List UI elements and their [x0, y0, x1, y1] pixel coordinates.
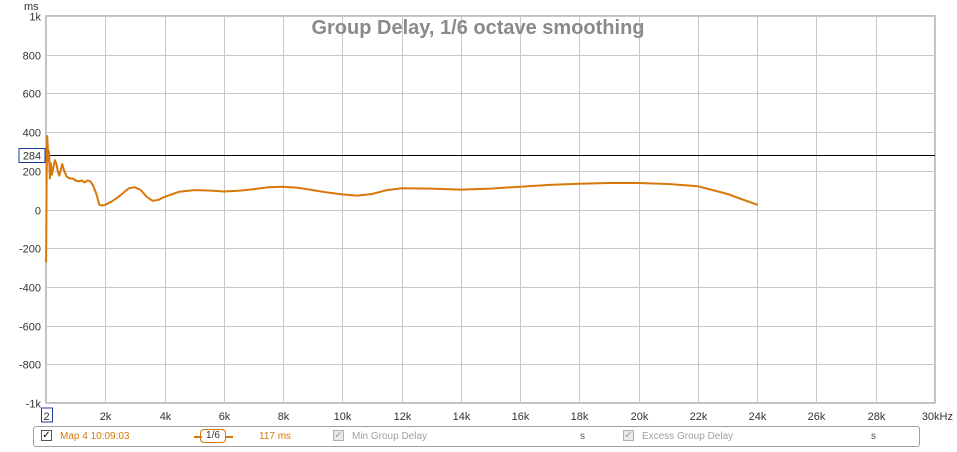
y-tick-label: 200	[23, 167, 41, 179]
y-tick-label: -1k	[26, 399, 42, 411]
y-axis-ticks: 1k 800 600 400 200 0 -200 -400 -600 -800 -1k	[19, 12, 42, 411]
y-axis-unit: ms	[24, 1, 39, 13]
min-group-delay-label: Min Group Delay	[352, 431, 428, 442]
x-tick-label: 2k	[100, 411, 112, 423]
y-tick-label: 1k	[29, 12, 41, 24]
smoothing-line-right	[225, 436, 233, 438]
x-tick-label: 4k	[160, 411, 172, 423]
legend-bar: ✓ Map 4 10:09:03 1/6 117 ms ✓ Min Group …	[33, 426, 920, 447]
y-tick-label: 600	[23, 89, 41, 101]
plot-area	[45, 15, 936, 404]
chart-title: Group Delay, 1/6 octave smoothing	[311, 17, 644, 39]
excess-group-delay-unit: s	[871, 431, 876, 442]
y-tick-label: -200	[19, 244, 41, 256]
smoothing-line-left	[194, 436, 202, 438]
x-tick-label: 30kHz	[922, 411, 953, 423]
x-tick-label: 24k	[749, 411, 767, 423]
x-tick-label: 26k	[808, 411, 826, 423]
x-axis-ticks: 2 2k 4k 6k 8k 10k 12k 14k 16k 18k 20k 22k 24k 26k 28k 3…	[41, 407, 953, 423]
x-tick-label: 16k	[512, 411, 530, 423]
x-tick-label: 18k	[571, 411, 589, 423]
y-tick-label: 800	[23, 51, 41, 63]
x-tick-label: 14k	[453, 411, 471, 423]
cursor-value-box[interactable]: 284	[18, 148, 46, 163]
cursor-value: 284	[23, 151, 41, 163]
series-layer	[45, 135, 759, 263]
smoothing-badge[interactable]: 1/6	[200, 429, 226, 443]
x-tick-label: 22k	[690, 411, 708, 423]
y-tick-label: -800	[19, 360, 41, 372]
y-tick-label: 400	[23, 128, 41, 140]
x-tick-label: 6k	[219, 411, 231, 423]
excess-group-delay-checkbox[interactable]: ✓	[623, 430, 634, 441]
excess-group-delay-label: Excess Group Delay	[642, 431, 734, 442]
x-tick-label: 2	[43, 411, 49, 423]
y-tick-label: -400	[19, 283, 41, 295]
x-tick-label: 12k	[394, 411, 412, 423]
y-tick-label: 0	[35, 206, 41, 218]
min-group-delay-checkbox[interactable]: ✓	[333, 430, 344, 441]
x-cursor-box[interactable]	[41, 407, 53, 423]
measurement-checkbox[interactable]: ✓	[41, 430, 52, 441]
min-group-delay-unit: s	[580, 431, 585, 442]
value-readout: 117 ms	[259, 431, 292, 442]
x-tick-label: 8k	[278, 411, 290, 423]
grid-lines	[46, 16, 936, 404]
measurement-name: Map 4 10:09:03	[60, 431, 130, 442]
x-tick-label: 28k	[868, 411, 886, 423]
x-tick-label: 10k	[334, 411, 352, 423]
group-delay-series-line	[45, 135, 759, 263]
x-tick-label: 20k	[631, 411, 649, 423]
y-tick-label: -600	[19, 322, 41, 334]
